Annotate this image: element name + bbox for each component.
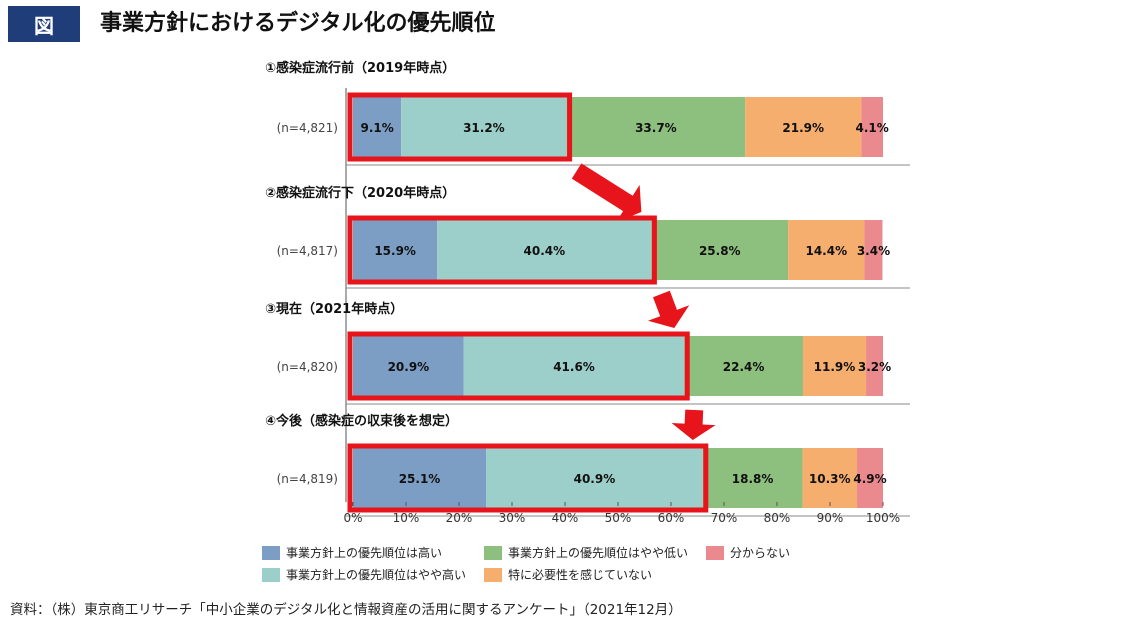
legend-swatch-not-needed [484,567,502,582]
data-label-3-5: 3.2% [858,360,891,374]
legend-label-high: 事業方針上の優先順位は高い [286,546,443,560]
bar-segment-1-4 [745,97,862,157]
highlight-box-2 [347,215,657,285]
data-label-3-3: 22.4% [723,360,765,374]
stacked-bar-chart: ①感染症流行前（2019年時点） (n=4,821) 9.1% 31.2% 33.7% 2… [265,60,910,525]
bar-segment-4-4 [802,448,858,508]
bar-segment-3-4 [802,336,867,396]
x-tick-label-1: 10% [393,511,420,525]
highlight-box-4 [347,443,709,513]
transition-arrow-2 [648,290,690,328]
data-label-2-2: 40.4% [524,244,566,258]
bar-segment-3-3 [684,336,803,396]
x-tick-label-8: 80% [764,511,791,525]
x-tick-label-5: 50% [605,511,632,525]
highlight-box-3 [347,331,690,401]
bar-segment-1-5 [861,97,883,157]
bar-segment-3-2 [463,336,685,396]
legend-swatch-high [262,545,280,560]
data-label-1-5: 4.1% [855,121,888,135]
highlight-box-1 [347,92,573,162]
bar-segment-2-4 [788,220,865,280]
n-label-3: (n=4,820) [277,360,338,374]
data-label-4-5: 4.9% [853,472,886,486]
bar-segment-3-5 [866,336,883,396]
x-tick-label-9: 90% [817,511,844,525]
data-label-3-1: 20.9% [388,360,430,374]
x-tick-label-0: 0% [343,511,362,525]
transition-arrow-3 [671,409,716,440]
transition-arrow-1 [571,163,642,222]
data-label-4-3: 18.8% [732,472,774,486]
x-tick-label-6: 60% [658,511,685,525]
legend-item-somewhat-high: 事業方針上の優先順位はやや高い [262,566,466,583]
bar-segment-4-5 [857,448,883,508]
figure-badge: 図 [8,6,80,42]
legend-label-not-needed: 特に必要性を感じていない [508,568,653,582]
data-label-2-1: 15.9% [374,244,416,258]
data-label-1-1: 9.1% [360,121,393,135]
n-label-1: (n=4,821) [277,121,338,135]
legend-label-unknown: 分からない [730,546,791,560]
x-tick-label-2: 20% [446,511,473,525]
bar-segment-3-1 [353,336,464,396]
group-title-3: ③現在（2021年時点） [265,301,403,317]
source-note: 資料：（株）東京商工リサーチ「中小企業のデジタル化と情報資産の活用に関するアンケ… [10,602,682,618]
bar-segment-4-2 [486,448,703,508]
bar-segment-1-1 [353,97,402,157]
x-tick-label-7: 70% [711,511,738,525]
x-tick-label-3: 30% [499,511,526,525]
bar-segment-4-3 [702,448,803,508]
bar-segment-1-3 [566,97,746,157]
legend-item-high: 事業方針上の優先順位は高い [262,544,442,561]
bar-segment-2-5 [864,220,883,280]
legend-item-not-needed: 特に必要性を感じていない [484,566,652,583]
data-label-4-4: 10.3% [809,472,851,486]
group-title-2: ②感染症流行下（2020年時点） [265,185,455,201]
n-label-2: (n=4,817) [277,244,338,258]
legend-item-somewhat-low: 事業方針上の優先順位はやや低い [484,544,688,561]
legend-item-unknown: 分からない [706,544,790,561]
legend-swatch-somewhat-low [484,545,502,560]
page-title: 事業方針におけるデジタル化の優先順位 [100,11,496,36]
bar-segment-1-2 [401,97,567,157]
bar-segment-4-1 [353,448,487,508]
legend-label-somewhat-low: 事業方針上の優先順位はやや低い [508,546,689,560]
data-label-4-2: 40.9% [574,472,616,486]
bar-segment-2-3 [651,220,789,280]
group-title-4: ④今後（感染症の収束後を想定） [265,413,458,429]
data-label-3-2: 41.6% [553,360,595,374]
x-tick-label-4: 40% [552,511,579,525]
data-label-2-4: 14.4% [805,244,847,258]
legend-swatch-somewhat-high [262,567,280,582]
data-label-1-2: 31.2% [463,121,505,135]
data-label-1-3: 33.7% [635,121,677,135]
data-label-4-1: 25.1% [399,472,441,486]
legend-swatch-unknown [706,545,724,560]
n-label-4: (n=4,819) [277,472,338,486]
data-label-3-4: 11.9% [814,360,856,374]
bar-segment-2-2 [437,220,652,280]
group-title-1: ①感染症流行前（2019年時点） [265,60,455,76]
data-label-2-5: 3.4% [857,244,890,258]
bar-segment-2-1 [353,220,438,280]
data-label-2-3: 25.8% [699,244,741,258]
data-label-1-4: 21.9% [782,121,824,135]
legend-label-somewhat-high: 事業方針上の優先順位はやや高い [286,568,467,582]
x-tick-label-10: 100% [866,511,900,525]
